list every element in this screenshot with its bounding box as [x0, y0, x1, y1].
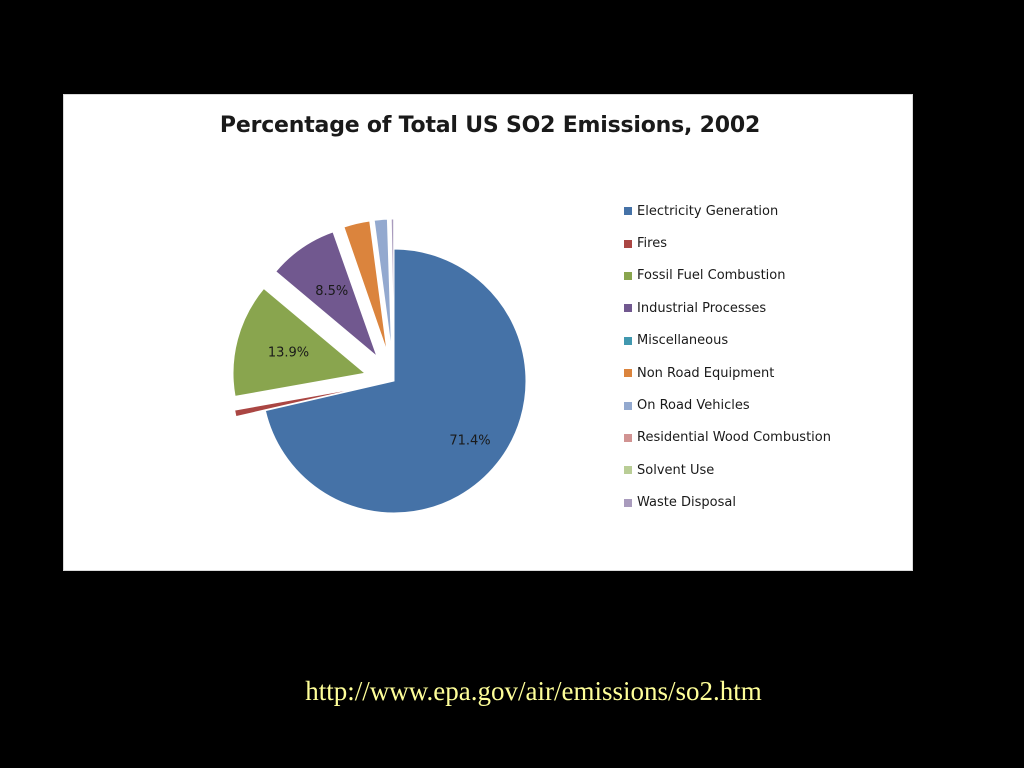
pie-slice-on-road-vehicles	[373, 218, 393, 352]
pie-chart: 71.4% 13.9% 8.5%	[232, 218, 527, 514]
legend-swatch-industrial-processes	[624, 304, 632, 313]
legend-item-residential-wood-combustion: Residential Wood Combustion	[624, 422, 831, 454]
pie-slice-industrial-processes	[275, 231, 378, 358]
pie-slice-electricity-generation	[264, 248, 527, 514]
legend-item-electricity-generation: Electricity Generation	[624, 195, 831, 227]
legend-swatch-non-road-equipment	[624, 369, 632, 378]
legend-label-fossil-fuel-combustion: Fossil Fuel Combustion	[637, 268, 786, 284]
pie-slice-waste-disposal	[390, 218, 395, 352]
chart-panel: Percentage of Total US SO2 Emissions, 20…	[63, 94, 913, 571]
legend-item-on-road-vehicles: On Road Vehicles	[624, 389, 831, 421]
pie-slice-fires	[234, 386, 365, 418]
legend-swatch-electricity-generation	[624, 207, 632, 216]
legend-swatch-solvent-use	[624, 466, 632, 475]
legend-label-waste-disposal: Waste Disposal	[637, 495, 736, 511]
data-label-electricity-generation: 71.4%	[449, 434, 490, 449]
legend-swatch-fires	[624, 239, 632, 248]
legend-item-fires: Fires	[624, 227, 831, 259]
chart-title: Percentage of Total US SO2 Emissions, 20…	[219, 113, 761, 138]
legend-label-miscellaneous: Miscellaneous	[637, 333, 729, 349]
legend-label-fires: Fires	[637, 236, 667, 252]
data-label-industrial-processes: 8.5%	[315, 284, 348, 299]
legend-label-non-road-equipment: Non Road Equipment	[637, 365, 775, 381]
pie-slice-miscellaneous	[339, 227, 385, 353]
pie-slice-non-road-equipment	[343, 220, 388, 352]
source-link[interactable]: http://www.epa.gov/air/emissions/so2.htm	[305, 676, 762, 706]
legend-item-non-road-equipment: Non Road Equipment	[624, 357, 831, 389]
legend-item-waste-disposal: Waste Disposal	[624, 487, 831, 519]
legend-item-solvent-use: Solvent Use	[624, 454, 831, 486]
legend-swatch-residential-wood-combustion	[624, 433, 632, 442]
legend-swatch-on-road-vehicles	[624, 401, 632, 410]
legend-label-solvent-use: Solvent Use	[637, 462, 715, 478]
legend-swatch-waste-disposal	[624, 498, 632, 507]
legend-label-electricity-generation: Electricity Generation	[637, 203, 779, 219]
legend-label-residential-wood-combustion: Residential Wood Combustion	[637, 430, 831, 446]
legend-item-fossil-fuel-combustion: Fossil Fuel Combustion	[624, 260, 831, 292]
data-label-fossil-fuel-combustion: 13.9%	[268, 345, 309, 360]
legend-swatch-fossil-fuel-combustion	[624, 271, 632, 280]
legend-label-on-road-vehicles: On Road Vehicles	[637, 398, 750, 414]
legend-swatch-miscellaneous	[624, 336, 632, 345]
legend-label-industrial-processes: Industrial Processes	[637, 300, 767, 316]
pie-slice-fossil-fuel-combustion	[232, 287, 367, 397]
legend-item-miscellaneous: Miscellaneous	[624, 325, 831, 357]
legend-item-industrial-processes: Industrial Processes	[624, 292, 831, 324]
chart-legend: Electricity Generation Fires Fossil Fuel C…	[624, 195, 831, 519]
